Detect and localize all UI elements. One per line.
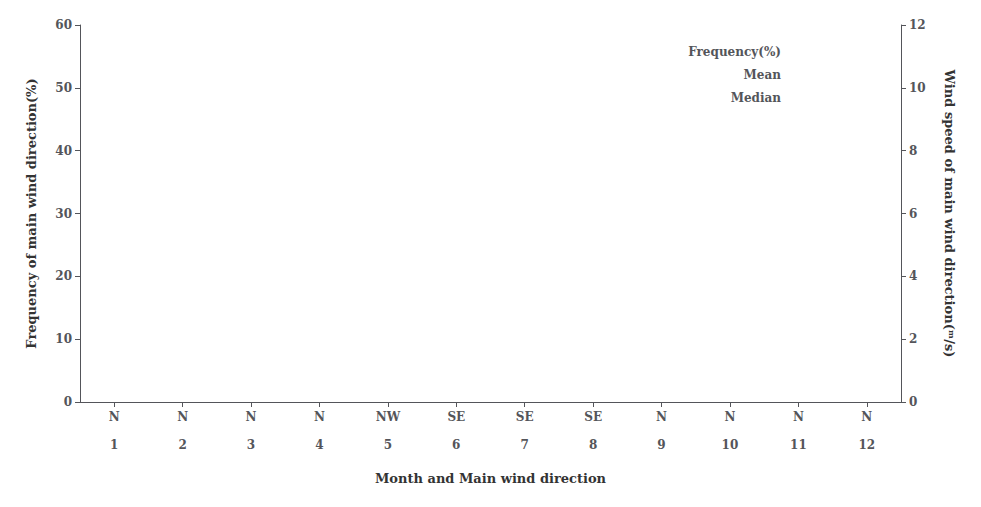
svg-text:20: 20 [55,269,72,283]
svg-text:1: 1 [110,438,118,452]
svg-text:SE: SE [584,410,602,424]
svg-text:N: N [656,410,667,424]
svg-text:10: 10 [55,332,72,346]
svg-text:N: N [861,410,872,424]
svg-text:8: 8 [589,438,597,452]
svg-text:11: 11 [790,438,807,452]
svg-text:0: 0 [64,395,72,409]
svg-text:Mean: Mean [744,68,782,82]
svg-text:30: 30 [55,207,72,221]
svg-text:N: N [793,410,804,424]
svg-text:N: N [109,410,120,424]
svg-text:Frequency(%): Frequency(%) [688,45,781,59]
svg-text:12: 12 [858,438,875,452]
svg-text:9: 9 [657,438,665,452]
svg-text:4: 4 [315,438,323,452]
svg-text:2: 2 [909,332,917,346]
svg-text:SE: SE [447,410,465,424]
svg-text:6: 6 [452,438,460,452]
svg-text:50: 50 [55,81,72,95]
svg-text:10: 10 [722,438,739,452]
svg-text:Wind speed of main wind direct: Wind speed of main wind direction(ᵐ/s) [942,69,957,358]
svg-text:NW: NW [376,410,401,424]
svg-text:Frequency of main wind directi: Frequency of main wind direction(%) [24,78,39,348]
svg-text:40: 40 [55,144,72,158]
svg-text:60: 60 [55,18,72,32]
svg-text:4: 4 [909,269,917,283]
svg-text:7: 7 [521,438,529,452]
svg-text:6: 6 [909,207,917,221]
svg-text:8: 8 [909,144,917,158]
svg-text:N: N [724,410,735,424]
svg-text:N: N [177,410,188,424]
svg-text:N: N [314,410,325,424]
svg-text:SE: SE [516,410,534,424]
svg-text:10: 10 [909,81,926,95]
svg-text:12: 12 [909,18,926,32]
svg-text:0: 0 [909,395,917,409]
svg-text:N: N [246,410,257,424]
svg-text:2: 2 [178,438,186,452]
svg-text:5: 5 [384,438,392,452]
svg-text:Month and Main wind direction: Month and Main wind direction [375,471,607,486]
svg-text:3: 3 [247,438,255,452]
svg-text:Median: Median [731,91,782,105]
